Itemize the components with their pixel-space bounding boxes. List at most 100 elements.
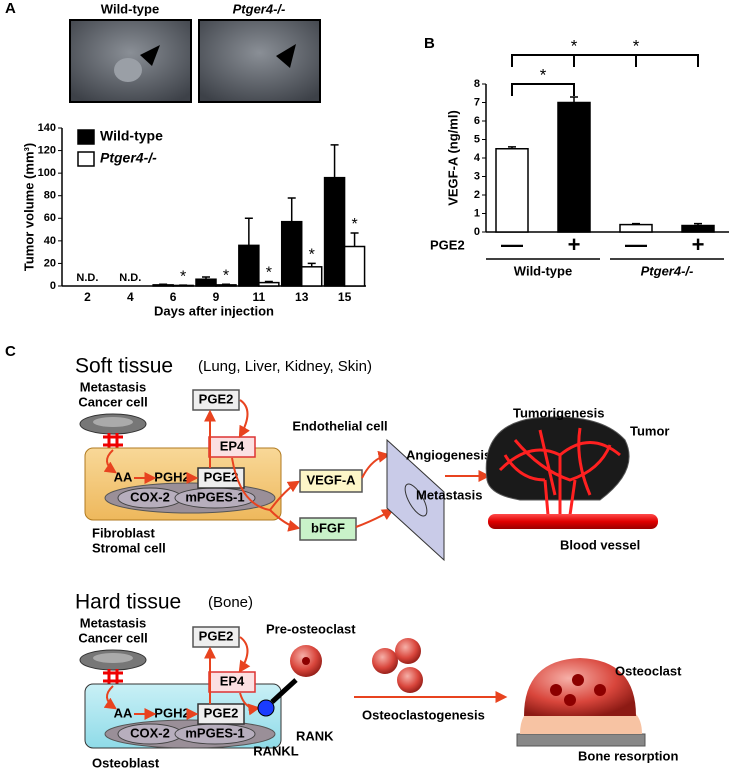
y-tick-label: 40: [44, 235, 56, 247]
label: mPGES-1: [185, 489, 244, 504]
bar: [280, 220, 303, 287]
label: PGE2: [204, 469, 239, 484]
legend-label: Wild-type: [100, 128, 163, 144]
x-tick-label: 11: [253, 290, 266, 304]
nucleus: [564, 694, 576, 706]
y-tick-label: 2: [474, 189, 480, 201]
label: Tumorigenesis: [513, 405, 605, 420]
label: AA: [114, 469, 133, 484]
annotation: *: [223, 268, 229, 285]
label: PGE2: [199, 391, 234, 406]
nucleus: [550, 684, 562, 696]
cell: [397, 667, 423, 693]
error-bar: [159, 283, 168, 286]
error-bar: [264, 280, 273, 283]
error-bar: [202, 276, 210, 280]
y-tick-label: 4: [474, 152, 481, 164]
cancer-cell-nucleus: [93, 653, 133, 663]
group-label: Wild-type: [514, 263, 572, 278]
tumor: [485, 416, 630, 501]
x-tick-label: 6: [170, 290, 177, 304]
label: Blood vessel: [560, 537, 640, 552]
error-bar: [287, 197, 296, 222]
x-tick-label: 13: [295, 290, 309, 304]
section-title: Soft tissue: [75, 355, 173, 378]
photo-label: Wild-type: [101, 1, 159, 16]
x-tick-label: —: [625, 232, 647, 257]
legend-label: Ptger4-/-: [100, 150, 157, 166]
error-bar: [508, 146, 516, 149]
x-tick-label: +: [692, 232, 705, 257]
x-axis-title: Days after injection: [154, 303, 274, 318]
y-tick-label: 5: [474, 133, 480, 145]
y-tick-label: 8: [474, 78, 480, 90]
error-bar: [307, 262, 316, 267]
annotation: N.D.: [76, 272, 98, 284]
annotation: *: [180, 268, 186, 285]
label: Cancer cell: [78, 394, 147, 409]
cancer-cell-nucleus: [93, 417, 133, 427]
annotation: N.D.: [119, 272, 141, 284]
group-label: Ptger4-/-: [641, 263, 694, 278]
row-label: PGE2: [430, 237, 465, 252]
bar: [300, 266, 323, 287]
label: COX-2: [130, 489, 170, 504]
significance-bracket: [511, 83, 575, 96]
y-tick-label: 60: [44, 212, 56, 224]
panel-label: A: [5, 0, 16, 17]
panel-label: B: [424, 35, 435, 52]
photo: [198, 19, 321, 103]
rank: [270, 678, 298, 704]
x-tick-label: 4: [127, 290, 134, 304]
legend-swatch: [77, 129, 95, 145]
soft-tissue-diagram: Soft tissue (Lung, Liver, Kidney, Skin) …: [75, 355, 669, 562]
nucleus: [572, 674, 584, 686]
label: Stromal cell: [92, 540, 166, 555]
blood-vessel: [488, 514, 658, 529]
nucleus: [594, 684, 606, 696]
y-tick-label: 140: [38, 122, 56, 134]
receptor: [103, 433, 123, 449]
receptor: [103, 669, 123, 685]
y-tick-label: 1: [474, 207, 480, 219]
label: EP4: [220, 438, 245, 453]
significance-label: *: [633, 36, 640, 55]
label: PGE2: [204, 705, 239, 720]
pge2-box: [192, 626, 240, 648]
annotation: *: [266, 265, 272, 282]
label: Metastasis: [80, 379, 146, 394]
osteoclast: [524, 658, 636, 716]
x-tick-label: —: [501, 232, 523, 257]
label: PGH2: [154, 705, 189, 720]
hard-tissue-diagram: Hard tissue (Bone) Metastasis Cancer cel…: [75, 591, 682, 771]
annotation: *: [351, 216, 357, 233]
label: Osteoclastogenesis: [362, 707, 485, 722]
label: Endothelial cell: [292, 418, 387, 433]
y-tick-label: 6: [474, 115, 480, 127]
bar: [258, 281, 280, 287]
y-tick-label: 120: [38, 144, 56, 156]
error-bar: [244, 217, 253, 246]
bar: [495, 148, 529, 233]
label: mPGES-1: [185, 725, 244, 740]
photo: [69, 19, 192, 103]
significance-label: *: [571, 36, 578, 55]
photo-label: Ptger4-/-: [233, 1, 286, 16]
label: EP4: [220, 673, 245, 688]
label: AA: [114, 705, 133, 720]
bar: [619, 223, 653, 233]
bar: [681, 224, 715, 233]
x-tick-label: 2: [84, 290, 91, 304]
error-bar: [570, 96, 578, 103]
label: Metastasis: [80, 615, 146, 630]
endothelial-cell: [386, 438, 445, 562]
y-axis-title: Tumor volume (mm³): [21, 143, 36, 271]
label: Pre-osteoclast: [266, 621, 356, 636]
label: Osteoclast: [615, 663, 682, 678]
x-tick-label: 15: [338, 290, 352, 304]
label: bFGF: [311, 520, 345, 535]
bar: [195, 278, 217, 287]
label: Bone resorption: [578, 748, 678, 763]
bar: [557, 101, 591, 233]
bar: [238, 244, 260, 287]
